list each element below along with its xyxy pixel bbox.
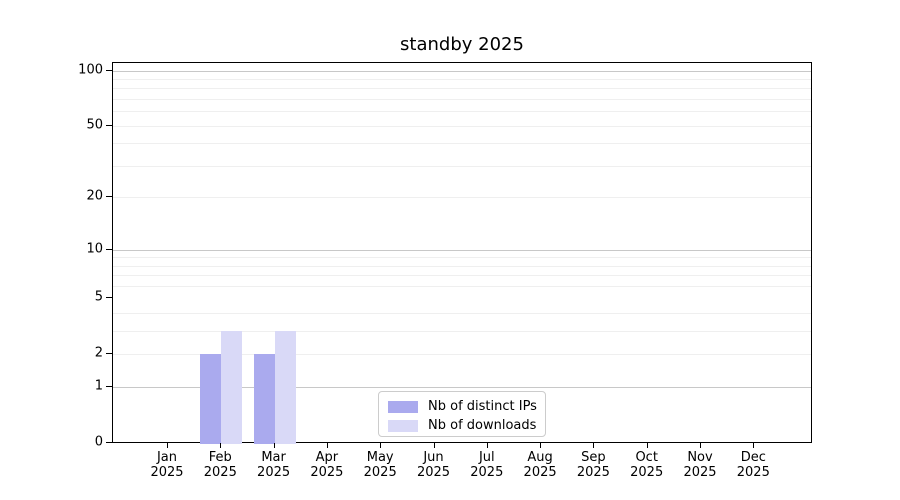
gridline-minor-7: [113, 275, 811, 277]
gridline-minor-6: [113, 285, 811, 287]
x-tick-jan: [167, 443, 168, 448]
bar-ips-feb: [200, 354, 222, 444]
bar-downloads-mar: [274, 331, 296, 444]
legend-item-distinct-ips: Nb of distinct IPs: [388, 398, 537, 415]
legend: Nb of distinct IPs Nb of downloads: [378, 391, 546, 437]
y-tick-50: [106, 124, 112, 126]
gridline-minor-9: [113, 257, 811, 259]
gridline-minor-4: [113, 313, 811, 315]
gridline-minor-30: [113, 165, 811, 167]
y-tick-label-20: 20: [86, 188, 103, 204]
y-tick-20: [106, 196, 112, 198]
x-tick-aug: [540, 443, 542, 448]
x-tick-nov: [700, 443, 701, 448]
legend-swatch-downloads: [388, 419, 418, 432]
gridline-minor-70: [113, 99, 811, 101]
gridline-minor-2: [113, 354, 811, 356]
legend-label-downloads: Nb of downloads: [428, 418, 537, 433]
legend-swatch-distinct-ips: [388, 400, 418, 413]
plot-area: Nb of distinct IPs Nb of downloads: [112, 62, 812, 444]
y-tick-100: [106, 69, 112, 71]
gridline-minor-40: [113, 143, 811, 145]
x-tick-label-apr: Apr 2025: [310, 450, 344, 481]
x-tick-label-sep: Sep 2025: [576, 450, 610, 481]
gridline-minor-3: [113, 331, 811, 333]
x-tick-label-jan: Jan 2025: [150, 450, 184, 481]
y-tick-0: [106, 442, 112, 443]
x-tick-label-may: May 2025: [363, 450, 397, 481]
gridline-major-1: [113, 387, 811, 389]
gridline-minor-60: [113, 111, 811, 113]
x-tick-label-jul: Jul 2025: [470, 450, 504, 481]
x-tick-feb: [220, 443, 222, 448]
y-tick-2: [106, 353, 112, 355]
x-tick-oct: [646, 443, 648, 448]
y-tick-label-100: 100: [78, 62, 103, 78]
y-tick-10: [106, 248, 112, 250]
gridline-minor-80: [113, 88, 811, 90]
gridline-minor-20: [113, 197, 811, 199]
x-tick-label-jun: Jun 2025: [416, 450, 451, 481]
gridline-major-10: [113, 249, 811, 251]
y-tick-label-1: 1: [94, 378, 103, 394]
bar-downloads-feb: [221, 331, 243, 444]
gridline-major-100: [113, 70, 811, 72]
x-tick-dec: [753, 443, 755, 448]
y-tick-label-5: 5: [94, 289, 103, 305]
gridline-minor-90: [113, 79, 811, 81]
y-tick-5: [106, 297, 112, 299]
legend-label-distinct-ips: Nb of distinct IPs: [428, 399, 537, 414]
x-tick-mar: [273, 443, 275, 448]
y-tick-label-2: 2: [94, 345, 103, 361]
x-tick-jul: [486, 443, 488, 448]
x-tick-sep: [593, 443, 595, 448]
x-tick-label-aug: Aug 2025: [523, 450, 557, 481]
chart-title: standby 2025: [400, 34, 524, 55]
legend-item-downloads: Nb of downloads: [388, 417, 536, 434]
y-tick-1: [106, 386, 112, 388]
bar-ips-mar: [253, 354, 275, 444]
x-tick-label-nov: Nov 2025: [683, 450, 717, 481]
x-tick-jun: [433, 443, 435, 448]
x-tick-label-dec: Dec 2025: [736, 450, 770, 481]
x-tick-label-feb: Feb 2025: [203, 450, 237, 481]
y-tick-label-10: 10: [86, 241, 103, 257]
x-tick-label-oct: Oct 2025: [630, 450, 664, 481]
y-tick-label-0: 0: [94, 434, 103, 450]
gridline-minor-50: [113, 125, 811, 127]
y-tick-label-50: 50: [86, 117, 103, 133]
x-tick-apr: [326, 443, 328, 448]
gridline-minor-8: [113, 265, 811, 267]
x-tick-label-mar: Mar 2025: [257, 450, 291, 481]
x-tick-may: [380, 443, 382, 448]
